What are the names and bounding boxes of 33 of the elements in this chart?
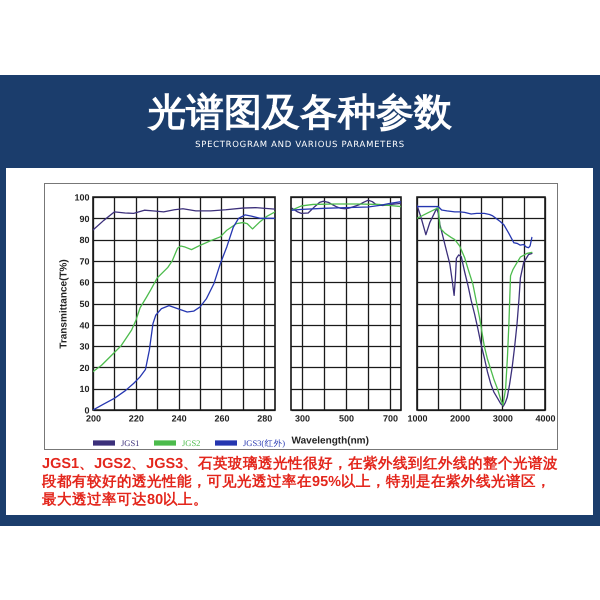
- line-series: [93, 211, 275, 372]
- y-tick-label: 40: [79, 320, 90, 330]
- y-tick-label: 70: [79, 256, 90, 266]
- x-tick-label: 500: [338, 414, 354, 424]
- legend-label: JGS1: [121, 438, 140, 448]
- x-tick-label: 2000: [450, 414, 470, 424]
- x-tick-label: 3000: [492, 414, 513, 424]
- chart-title: 光谱图及各种参数: [146, 90, 453, 134]
- y-tick-label: 20: [79, 362, 90, 373]
- y-tick-label: 30: [79, 342, 90, 352]
- legend-label: JGS3(红外): [243, 438, 286, 448]
- text: SPECTROGRAM AND VARIOUS PARAMETERS: [194, 140, 406, 150]
- line-series: [93, 207, 275, 231]
- x-tick-label: 280: [257, 414, 272, 424]
- x-tick-label: 300: [294, 414, 310, 424]
- y-tick-label: 50: [79, 299, 90, 309]
- x-tick-label: 1000: [407, 414, 428, 424]
- x-tick-label: 260: [214, 414, 230, 424]
- x-axis-title: Wavelength(nm): [292, 436, 369, 446]
- x-tick-label: 4000: [535, 414, 556, 424]
- y-tick-label: 0: [84, 406, 90, 416]
- x-tick-label: 240: [172, 414, 187, 424]
- legend-label: JGS2: [182, 438, 200, 448]
- x-tick-label: 700: [382, 414, 398, 424]
- text: JGS1、JGS2、JGS3、石英玻璃透光性很好，在紫外线到红外线的整个光谱波段都有较好的透光性能，可见光透过率在95%以上，特别是在紫外线光谱区，最大透过率可达80以上。: [42, 455, 560, 509]
- x-tick-label: 220: [128, 414, 144, 424]
- y-axis-title: Transmittance(T%): [58, 259, 70, 349]
- y-tick-label: 80: [79, 235, 90, 246]
- y-tick-label: 90: [79, 214, 90, 224]
- y-tick-label: 60: [79, 278, 90, 288]
- x-tick-label: 200: [86, 414, 102, 424]
- y-tick-label: 10: [79, 384, 90, 394]
- y-tick-label: 100: [74, 192, 90, 202]
